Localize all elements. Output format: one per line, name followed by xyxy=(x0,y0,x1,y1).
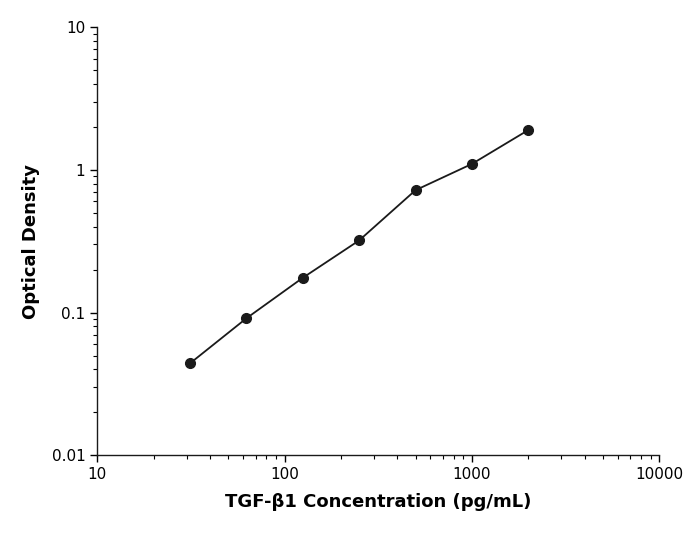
Y-axis label: Optical Density: Optical Density xyxy=(22,164,40,319)
X-axis label: TGF-β1 Concentration (pg/mL): TGF-β1 Concentration (pg/mL) xyxy=(225,493,532,511)
